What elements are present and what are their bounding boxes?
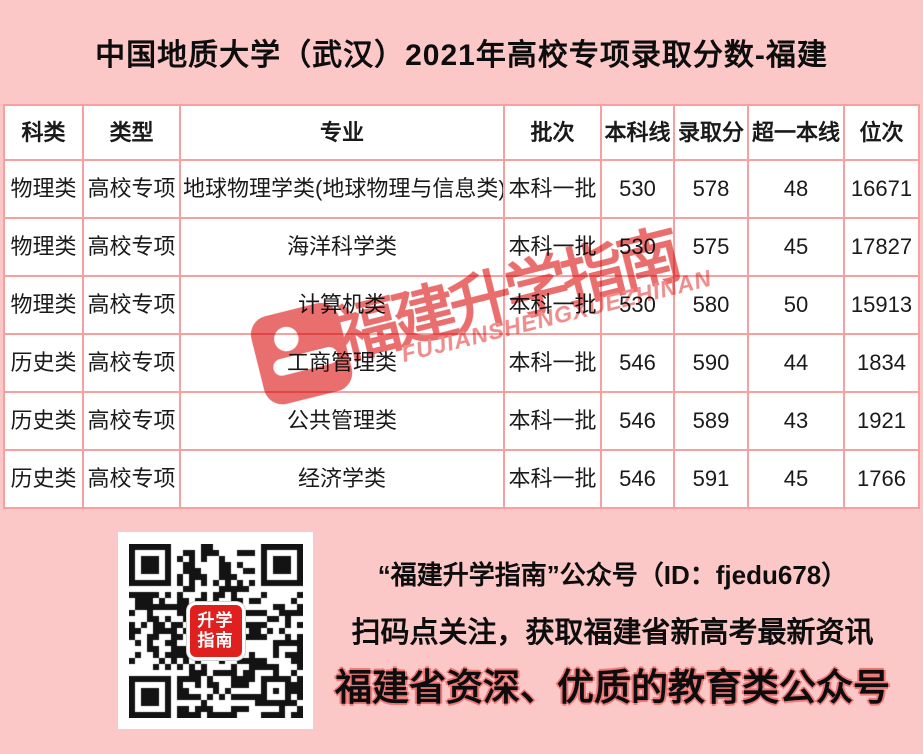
table-cell: 591 [673,449,749,509]
column-header: 类型 [82,104,181,161]
table-cell: 578 [673,159,749,219]
table-row: 历史类 高校专项 经济学类 本科一批 546 591 45 1766 [3,449,920,509]
footer-text-block: “福建升学指南”公众号（ID：fjedu678） 扫码点关注，获取福建省新高考最… [320,556,905,712]
table-cell: 590 [673,333,749,393]
table-cell: 50 [747,275,845,335]
table-cell: 546 [600,391,675,451]
footer-scan-line: 扫码点关注，获取福建省新高考最新资讯 [351,617,874,649]
table-cell: 44 [747,333,845,393]
table-cell: 530 [600,275,675,335]
table-cell: 1921 [843,391,920,451]
table-row: 物理类 高校专项 计算机类 本科一批 530 580 50 15913 [3,275,920,335]
footer-account-line: “福建升学指南”公众号（ID：fjedu678） [377,560,848,590]
table-cell: 计算机类 [179,275,505,335]
table-cell: 575 [673,217,749,277]
table-cell: 546 [600,333,675,393]
table-cell: 高校专项 [82,275,181,335]
table-row: 历史类 高校专项 公共管理类 本科一批 546 589 43 1921 [3,391,920,451]
column-header: 录取分 [673,104,749,161]
table-row: 物理类 高校专项 海洋科学类 本科一批 530 575 45 17827 [3,217,920,277]
table-cell: 530 [600,217,675,277]
table-cell: 530 [600,159,675,219]
table-cell: 45 [747,449,845,509]
table-cell: 高校专项 [82,449,181,509]
table-cell: 本科一批 [503,333,602,393]
table-cell: 1766 [843,449,920,509]
table-cell: 48 [747,159,845,219]
table-cell: 工商管理类 [179,333,505,393]
table-cell: 物理类 [3,217,84,277]
table-cell: 15913 [843,275,920,335]
table-cell: 16671 [843,159,920,219]
table-cell: 本科一批 [503,217,602,277]
column-header: 位次 [843,104,920,161]
qr-badge-line1: 升学 [197,610,234,630]
column-header: 批次 [503,104,602,161]
page-title: 中国地质大学（武汉）2021年高校专项录取分数-福建 [95,38,828,72]
column-header: 超一本线 [747,104,845,161]
table-cell: 本科一批 [503,391,602,451]
table-cell: 546 [600,449,675,509]
table-cell: 1834 [843,333,920,393]
footer-slogan-line: 福建省资深、优质的教育类公众号 [335,667,890,708]
table-cell: 经济学类 [179,449,505,509]
table-header-row: 科类 类型 专业 批次 本科线 录取分 超一本线 位次 [3,104,920,161]
table-cell: 580 [673,275,749,335]
qr-code: 升学 指南 [118,532,313,729]
table-cell: 43 [747,391,845,451]
table-cell: 历史类 [3,333,84,393]
score-table-wrapper: 科类 类型 专业 批次 本科线 录取分 超一本线 位次 物理类 高校专项 地球物理学类(地球物理与… [3,104,920,509]
table-cell: 海洋科学类 [179,217,505,277]
table-cell: 地球物理学类(地球物理与信息类) [179,159,505,219]
table-cell: 高校专项 [82,391,181,451]
table-cell: 589 [673,391,749,451]
table-row: 物理类 高校专项 地球物理学类(地球物理与信息类) 本科一批 530 578 48 16671 [3,159,920,219]
table-cell: 物理类 [3,275,84,335]
table-cell: 历史类 [3,391,84,451]
table-cell: 本科一批 [503,275,602,335]
table-cell: 历史类 [3,449,84,509]
qr-badge-line2: 指南 [197,630,234,650]
column-header: 本科线 [600,104,675,161]
table-cell: 高校专项 [82,159,181,219]
table-cell: 高校专项 [82,217,181,277]
table-cell: 高校专项 [82,333,181,393]
qr-center-badge: 升学 指南 [186,601,245,660]
table-cell: 17827 [843,217,920,277]
table-cell: 45 [747,217,845,277]
column-header: 专业 [179,104,505,161]
table-row: 历史类 高校专项 工商管理类 本科一批 546 590 44 1834 [3,333,920,393]
column-header: 科类 [3,104,84,161]
table-cell: 公共管理类 [179,391,505,451]
score-table: 科类 类型 专业 批次 本科线 录取分 超一本线 位次 物理类 高校专项 地球物理学类(地球物理与… [3,104,920,509]
table-cell: 物理类 [3,159,84,219]
table-cell: 本科一批 [503,449,602,509]
table-cell: 本科一批 [503,159,602,219]
